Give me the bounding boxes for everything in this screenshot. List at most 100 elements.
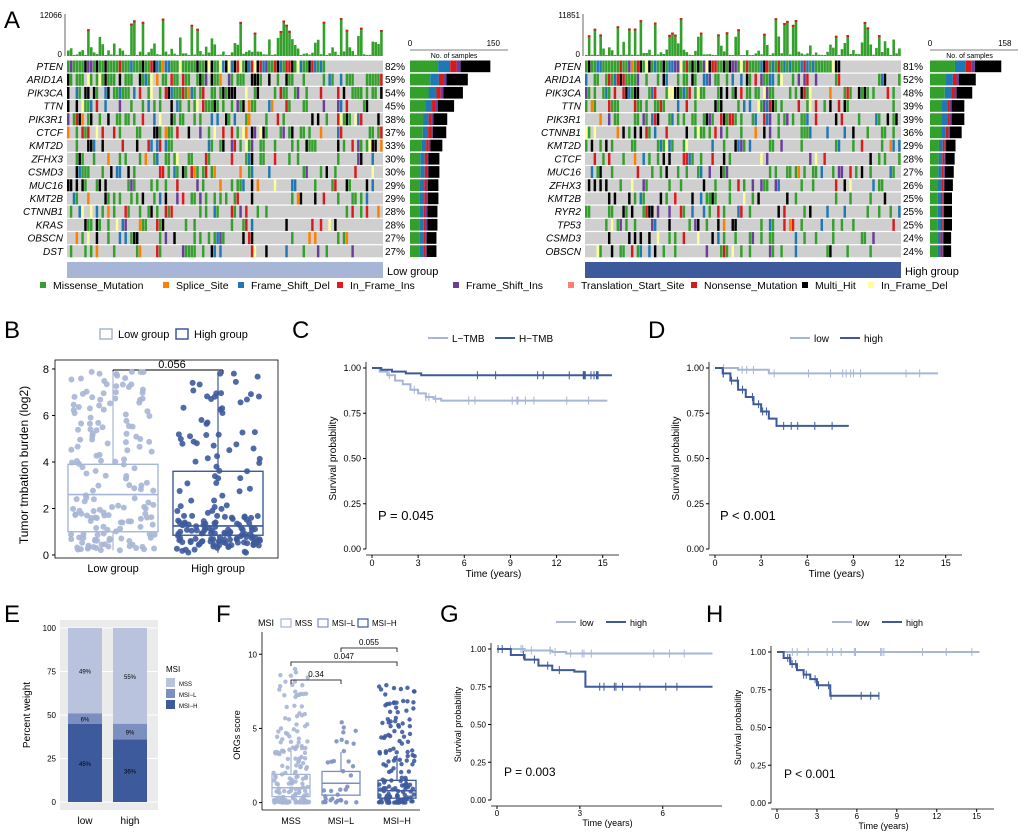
- tmb-bar: [273, 54, 277, 56]
- mutation-cell: [628, 73, 631, 86]
- mutation-cell: [302, 73, 306, 86]
- mutation-cell: [167, 152, 170, 165]
- mutation-cell: [282, 126, 285, 139]
- tmb-bar: [190, 24, 194, 56]
- mutation-cell: [199, 113, 202, 126]
- mutation-cell: [95, 179, 99, 192]
- mutation-cell: [81, 152, 84, 165]
- data-point: [79, 539, 86, 546]
- mutation-cell: [720, 86, 723, 99]
- comparison-bracket: [290, 661, 398, 666]
- panel-letter-e: E: [4, 601, 20, 628]
- gene-label-ctcf: CTCF: [36, 128, 64, 139]
- mutation-cell: [156, 73, 159, 86]
- data-point: [103, 381, 110, 388]
- mutation-cell: [207, 60, 211, 73]
- mutation-cell: [170, 100, 173, 113]
- gene-count-segment: [944, 139, 947, 152]
- data-point: [386, 784, 392, 789]
- mutation-cell: [605, 73, 608, 86]
- gene-count-segment: [945, 152, 955, 165]
- mutation-cell: [130, 60, 133, 73]
- mutation-cell: [156, 152, 159, 165]
- mutation-cell: [156, 218, 159, 231]
- mutation-cell: [173, 73, 176, 86]
- tmb-bar: [374, 42, 377, 56]
- mutation-cell: [722, 205, 726, 218]
- mutation-cell: [596, 73, 599, 86]
- p-value-label: P < 0.001: [784, 767, 836, 781]
- mutation-cell: [118, 113, 122, 126]
- data-point: [89, 487, 96, 494]
- gene-count-segment: [937, 245, 941, 257]
- data-point: [409, 799, 414, 804]
- data-point: [83, 470, 90, 477]
- tmb-bar: [788, 54, 792, 56]
- mutation-cell: [161, 60, 165, 73]
- bar-value-label: 55%: [124, 675, 137, 681]
- mutation-cell: [803, 60, 806, 73]
- gene-count-segment: [947, 113, 950, 125]
- data-point: [321, 788, 327, 793]
- tmb-bar: [92, 52, 96, 56]
- tmb-bar-cap: [878, 35, 881, 38]
- mutation-cell: [291, 179, 294, 192]
- gene-count-segment: [945, 126, 949, 139]
- tmb-bar-cap: [288, 30, 291, 33]
- mutation-cell: [771, 232, 775, 245]
- mutation-cell: [846, 100, 849, 113]
- mutation-cell: [322, 192, 326, 205]
- mutation-cell: [268, 60, 271, 73]
- data-point: [90, 544, 97, 551]
- mutation-cell: [250, 126, 254, 139]
- mutation-cell: [734, 86, 737, 99]
- mutation-cell: [725, 166, 729, 179]
- data-point: [377, 800, 382, 805]
- data-point: [273, 775, 278, 780]
- mutation-cell: [357, 139, 360, 152]
- gene-count-segment: [937, 232, 941, 244]
- data-point: [295, 774, 300, 779]
- data-point: [97, 396, 104, 403]
- data-point: [383, 703, 388, 708]
- data-point: [282, 693, 287, 698]
- mutation-cell: [685, 166, 688, 179]
- data-point: [383, 692, 388, 697]
- legend-key-msi-h: [166, 700, 175, 709]
- gene-percent-kmt2d: 33%: [385, 141, 405, 152]
- mutation-cell: [302, 60, 306, 73]
- legend-title: MSI: [166, 665, 180, 674]
- mutation-cell: [81, 100, 84, 113]
- tmb-bar: [791, 24, 795, 56]
- mutation-cell: [247, 139, 251, 152]
- tmb-bar: [685, 52, 689, 56]
- mutation-cell: [265, 60, 268, 73]
- mutation-cell: [633, 126, 637, 139]
- tmb-bar: [737, 29, 740, 56]
- x-tick-label: 0: [369, 558, 374, 568]
- data-point: [179, 440, 186, 447]
- mutation-cell: [273, 179, 277, 192]
- legend-label-msi-h: MSI−H: [372, 619, 397, 628]
- tmb-bar-cap: [653, 22, 657, 25]
- mutation-cell: [87, 232, 90, 245]
- x-tick-label: 3: [416, 558, 421, 568]
- mutation-cell: [199, 205, 202, 218]
- data-point: [400, 721, 405, 726]
- mutation-cell: [95, 218, 99, 231]
- mutation-cell: [167, 126, 170, 139]
- mutation-cell: [740, 86, 743, 99]
- mutation-cell: [173, 86, 176, 99]
- mutation-cell: [95, 73, 99, 86]
- mutation-cell: [722, 166, 726, 179]
- legend-label-mss: MSS: [179, 682, 192, 688]
- legend-key-in-frame-del: [868, 282, 874, 288]
- gene-label-arid1a: ARID1A: [26, 75, 63, 86]
- mutation-cell: [176, 126, 179, 139]
- mutation-cell: [714, 179, 717, 192]
- mutation-cell: [124, 205, 127, 218]
- data-point: [122, 375, 129, 382]
- tmb-bar: [72, 54, 76, 56]
- mutation-cell: [857, 113, 861, 126]
- mutation-cell: [265, 205, 268, 218]
